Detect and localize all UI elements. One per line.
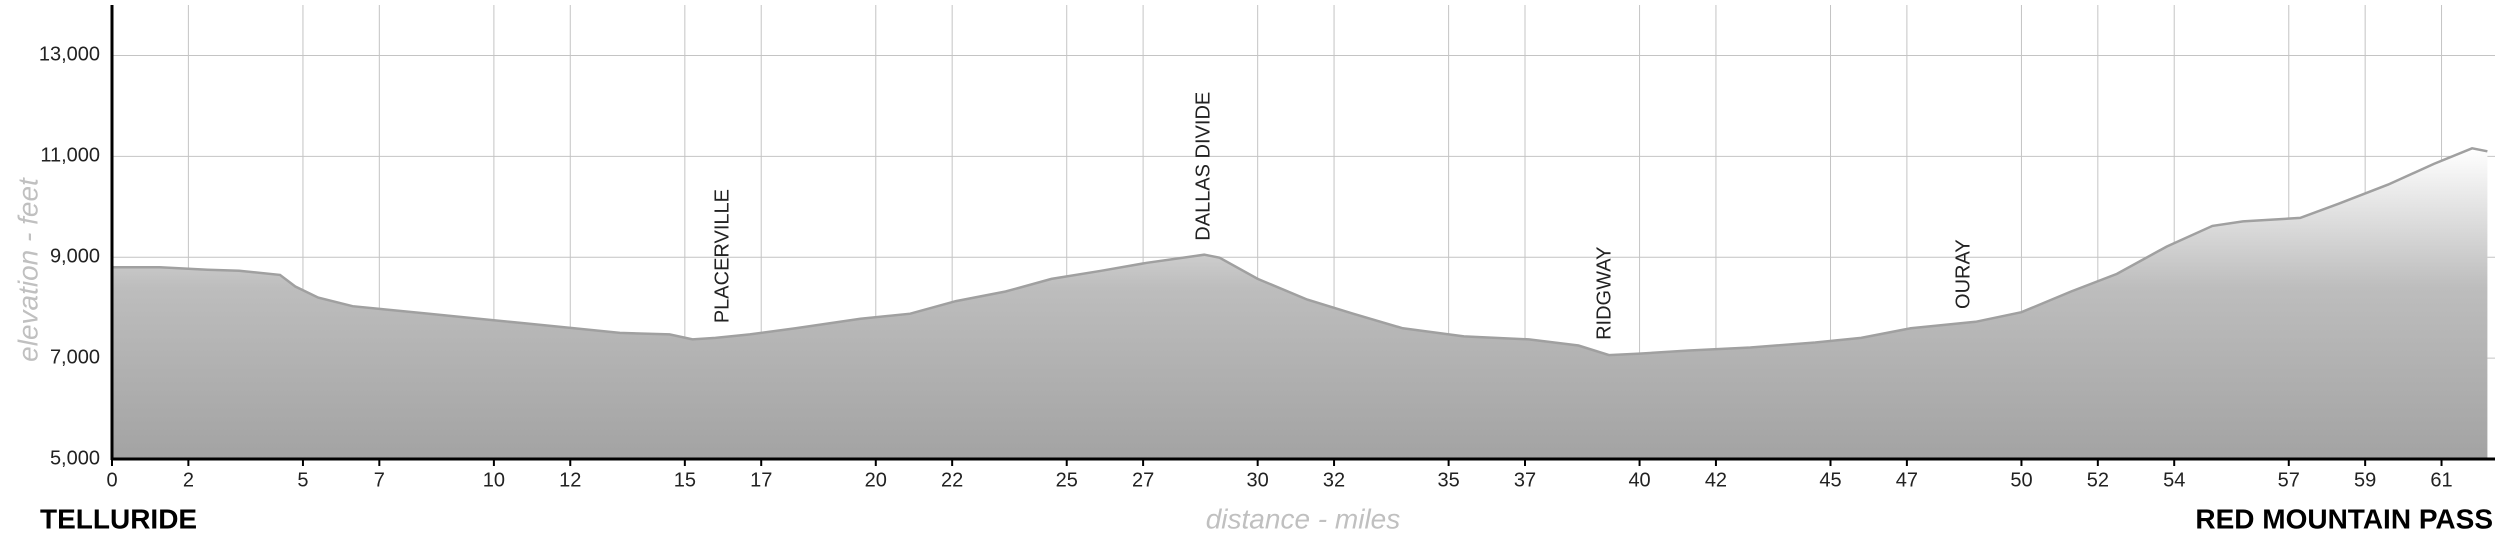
x-tick-label: 52 [2087,469,2109,491]
plot [112,147,2488,460]
x-tick-label: 47 [1896,469,1918,491]
y-tick-label: 11,000 [40,145,100,167]
x-tick-label: 12 [559,469,581,491]
y-axis-label: elevation - feet [12,177,43,362]
town-label: PLACERVILLE [711,189,733,323]
x-tick-label: 30 [1247,469,1269,491]
x-tick-label: 20 [865,469,887,491]
x-tick-label: 17 [750,469,772,491]
x-tick-label: 61 [2430,469,2452,491]
x-tick-label: 25 [1056,469,1078,491]
x-tick-label: 42 [1705,469,1727,491]
end-label: RED MOUNTAIN PASS [2195,503,2493,534]
x-tick-label: 54 [2163,469,2185,491]
x-tick-label: 32 [1323,469,1345,491]
start-label: TELLURIDE [40,503,197,534]
x-tick-label: 40 [1628,469,1650,491]
x-tick-label: 22 [941,469,963,491]
x-tick-label: 2 [183,469,194,491]
x-axis-label: distance - miles [1206,503,1401,534]
y-tick-label: 7,000 [50,346,100,368]
y-tick-label: 5,000 [50,447,100,469]
x-tick-label: 37 [1514,469,1536,491]
x-tick-label: 0 [106,469,117,491]
x-tick-label: 50 [2010,469,2032,491]
x-tick-label: 15 [674,469,696,491]
x-tick-label: 35 [1437,469,1459,491]
town-label: DALLAS DIVIDE [1192,92,1214,241]
x-tick-label: 57 [2278,469,2300,491]
x-tick-label: 45 [1819,469,1841,491]
elevation-line [112,147,2488,357]
x-tick-label: 27 [1132,469,1154,491]
x-tick-label: 59 [2354,469,2376,491]
town-label: OURAY [1952,239,1974,309]
x-tick-label: 7 [374,469,385,491]
y-tick-label: 9,000 [50,246,100,268]
y-tick-label: 13,000 [39,44,100,66]
x-tick-label: 5 [297,469,308,491]
elevation-area [112,148,2488,460]
town-label: RIDGWAY [1593,247,1615,340]
x-tick-label: 10 [483,469,505,491]
